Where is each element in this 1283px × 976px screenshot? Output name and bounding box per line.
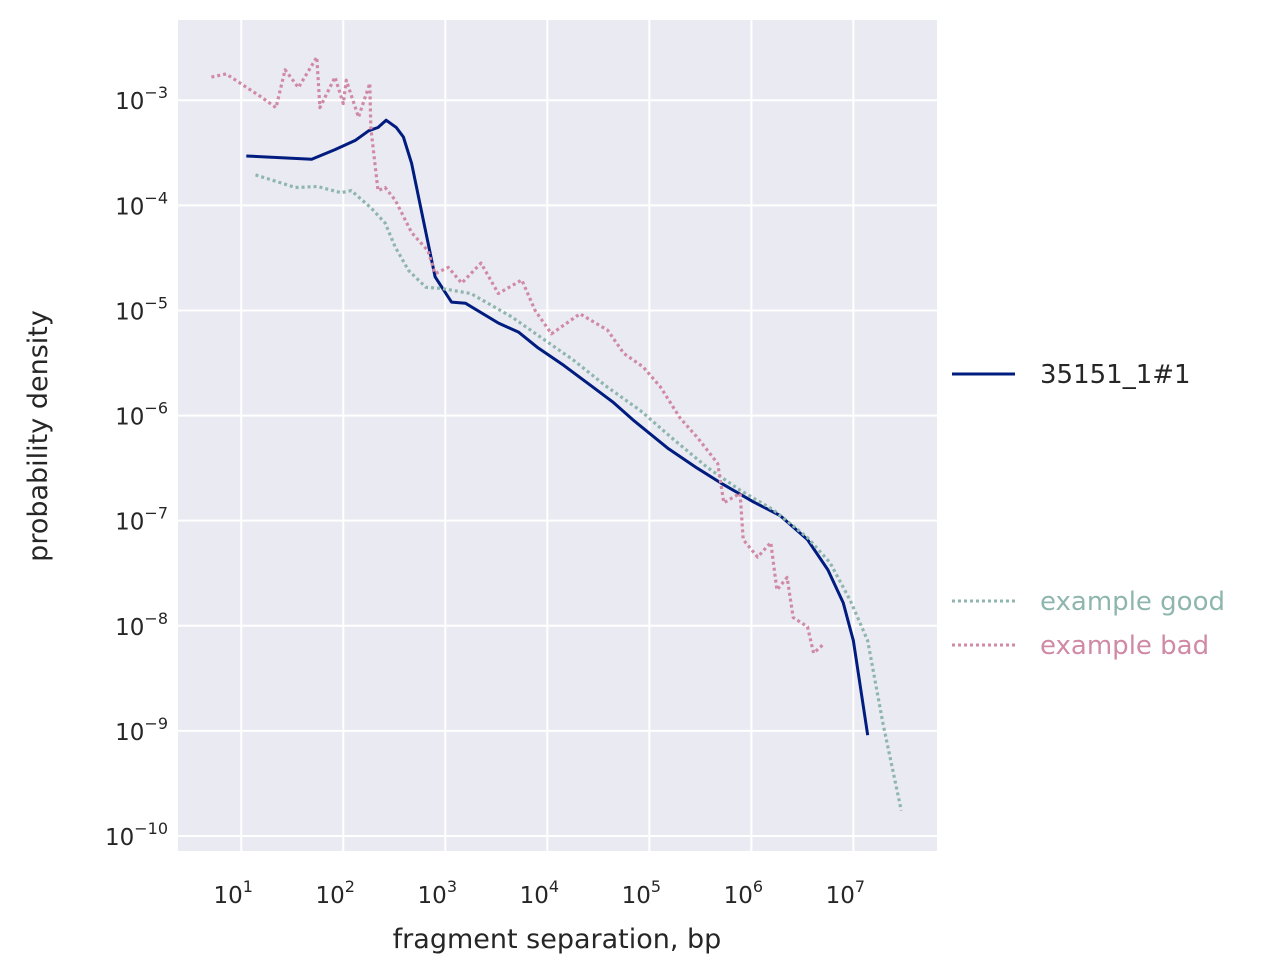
y-tick-label: 10−6	[115, 399, 168, 431]
x-tick-label: 107	[826, 877, 865, 909]
legend-label: example good	[1040, 587, 1225, 617]
legend-label: 35151_1#1	[1040, 360, 1191, 390]
series-lines	[211, 55, 903, 812]
series-line-example-bad	[211, 55, 824, 655]
y-tick-labels: 10−3 10−4 10−5 10−6 10−7 10−8 10−9 10−10	[105, 83, 168, 851]
plot-area	[178, 20, 937, 851]
x-tick-labels: 101 102 103 104 105 106 107	[213, 877, 865, 909]
x-tick-label: 102	[316, 877, 355, 909]
x-tick-label: 104	[520, 877, 559, 909]
y-tick-label: 10−3	[115, 83, 168, 115]
grid	[178, 20, 937, 851]
legend-label: example bad	[1040, 631, 1209, 661]
x-axis-label: fragment separation, bp	[393, 924, 722, 955]
x-tick-label: 106	[724, 877, 763, 909]
y-tick-label: 10−4	[115, 188, 168, 220]
y-tick-label: 10−7	[115, 504, 168, 536]
x-tick-label: 105	[622, 877, 661, 909]
y-tick-label: 10−9	[115, 714, 168, 746]
y-tick-label: 10−10	[105, 819, 168, 851]
x-tick-label: 101	[213, 877, 252, 909]
y-axis-label: probability density	[23, 310, 54, 562]
y-tick-label: 10−5	[115, 293, 168, 325]
x-tick-label: 103	[418, 877, 457, 909]
y-tick-label: 10−8	[115, 609, 168, 641]
series-line-example-good	[255, 173, 903, 812]
